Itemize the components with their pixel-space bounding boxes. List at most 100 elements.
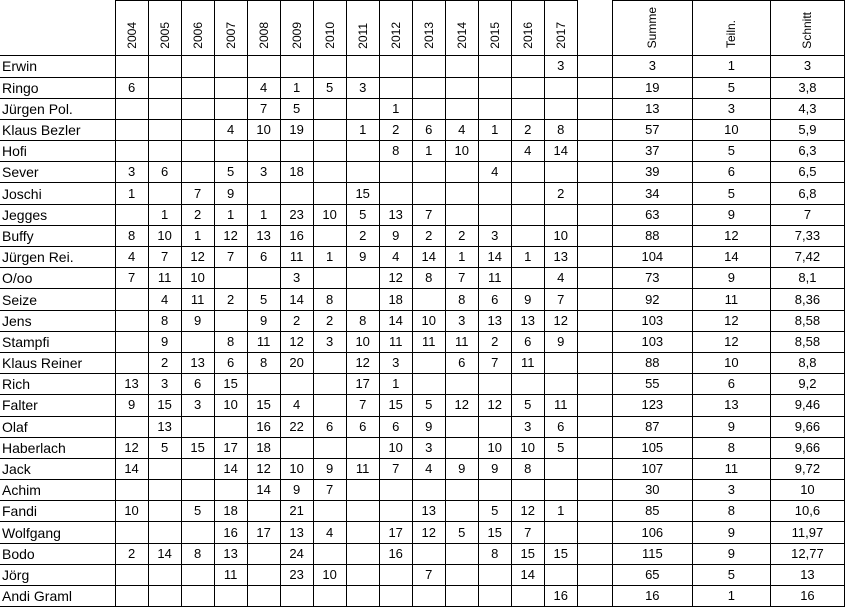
year-score: 11 [444, 330, 479, 353]
row: Ringo 6 4 1 5 3 19 5 3,8 [0, 76, 845, 99]
year-score: 23 [279, 203, 314, 226]
year-score: 12 [510, 500, 545, 523]
row: Jürgen Rei. 4 7 12 7 6 11 1 9 4 14 1 14 1 13 104 14 7,42 [0, 246, 845, 269]
row: Olaf 13 16 22 6 6 6 9 3 6 87 9 9,66 [0, 415, 845, 438]
year-score: 8 [378, 140, 413, 163]
year-score: 14 [213, 457, 248, 481]
player-name: O/oo [0, 267, 116, 290]
empty-cell [411, 55, 446, 78]
year-score: 3 [411, 436, 446, 459]
year-score: 3 [312, 330, 347, 353]
avg-cell: 10,6 [769, 500, 845, 523]
sum-cell: 16 [611, 585, 693, 607]
empty-cell [246, 585, 281, 607]
year-score: 11 [279, 246, 314, 269]
column-header-text: Teiln. [724, 20, 739, 49]
year-score: 13 [510, 309, 545, 332]
year-score: 8 [312, 288, 347, 311]
year-score: 9 [114, 394, 149, 417]
empty-cell [543, 479, 578, 502]
spacer-cell [576, 224, 613, 248]
year-score: 3 [543, 55, 578, 78]
empty-cell [510, 479, 545, 502]
year-score: 13 [411, 500, 446, 523]
empty-cell [378, 161, 413, 184]
player-name: Hofi [0, 140, 116, 163]
avg-cell: 13 [769, 563, 845, 587]
sum-cell: 37 [611, 140, 693, 163]
year-score: 5 [147, 436, 182, 459]
avg-cell: 11,97 [769, 521, 845, 544]
column-header: 2010 [312, 0, 347, 57]
empty-cell [510, 373, 545, 396]
player-name: Rich [0, 373, 116, 396]
year-score: 9 [213, 182, 248, 205]
row: Jens 8 9 9 2 2 8 14 10 3 13 13 12 103 12 8,58 [0, 309, 845, 332]
row: Joschi 1 7 9 15 2 34 5 6,8 [0, 182, 845, 205]
year-score: 8 [543, 118, 578, 142]
header-blank [577, 0, 613, 57]
empty-cell [510, 55, 545, 78]
count-cell: 6 [691, 161, 771, 184]
year-score: 3 [114, 161, 149, 184]
year-score: 11 [477, 267, 512, 290]
year-score: 5 [312, 76, 347, 99]
year-score: 18 [279, 161, 314, 184]
sum-cell: 57 [611, 118, 693, 142]
year-score: 3 [345, 76, 380, 99]
year-score: 13 [543, 246, 578, 269]
count-cell: 12 [691, 330, 771, 353]
year-score: 14 [246, 479, 281, 502]
year-score: 14 [279, 288, 314, 311]
spacer-cell [576, 542, 613, 565]
spacer-cell [576, 288, 613, 311]
year-score: 18 [246, 436, 281, 459]
year-score: 12 [213, 224, 248, 248]
row: Andi Graml 16 16 1 16 [0, 585, 845, 607]
spacer-cell [576, 457, 613, 481]
year-score: 7 [345, 394, 380, 417]
empty-cell [312, 267, 347, 290]
sum-cell: 13 [611, 97, 693, 120]
empty-cell [477, 479, 512, 502]
empty-cell [444, 203, 479, 226]
year-score: 3 [510, 415, 545, 438]
sum-cell: 88 [611, 351, 693, 375]
year-score: 8 [114, 224, 149, 248]
year-score: 13 [246, 224, 281, 248]
column-header: 2004 [114, 0, 149, 57]
sum-cell: 107 [611, 457, 693, 481]
empty-cell [378, 500, 413, 523]
column-header-text: 2014 [454, 21, 469, 49]
player-name: Fandi [0, 500, 116, 523]
year-score: 9 [147, 330, 182, 353]
year-score: 4 [246, 76, 281, 99]
empty-cell [246, 542, 281, 565]
year-score: 6 [411, 118, 446, 142]
row: Achim 14 9 7 30 3 10 [0, 479, 845, 502]
year-score: 11 [180, 288, 215, 311]
empty-cell [477, 140, 512, 163]
year-score: 1 [444, 246, 479, 269]
column-header: 2017 [543, 0, 578, 57]
header-row: 2004 2005 2006 2007 2008 2009 2010 2011 2012 2013… [0, 0, 845, 57]
column-header-text: Summe [645, 7, 660, 49]
column-header-text: 2010 [322, 21, 337, 49]
player-name: Jürgen Rei. [0, 246, 116, 269]
avg-cell: 6,8 [769, 182, 845, 205]
empty-cell [246, 182, 281, 205]
empty-cell [378, 479, 413, 502]
column-header: 2012 [378, 0, 413, 57]
empty-cell [411, 479, 446, 502]
year-score: 21 [279, 500, 314, 523]
empty-cell [444, 542, 479, 565]
empty-cell [213, 585, 248, 607]
year-score: 11 [378, 330, 413, 353]
year-score: 13 [114, 373, 149, 396]
year-score: 1 [510, 246, 545, 269]
player-name: Klaus Bezler [0, 118, 116, 142]
empty-cell [147, 140, 182, 163]
year-score: 8 [213, 330, 248, 353]
year-score: 10 [213, 394, 248, 417]
